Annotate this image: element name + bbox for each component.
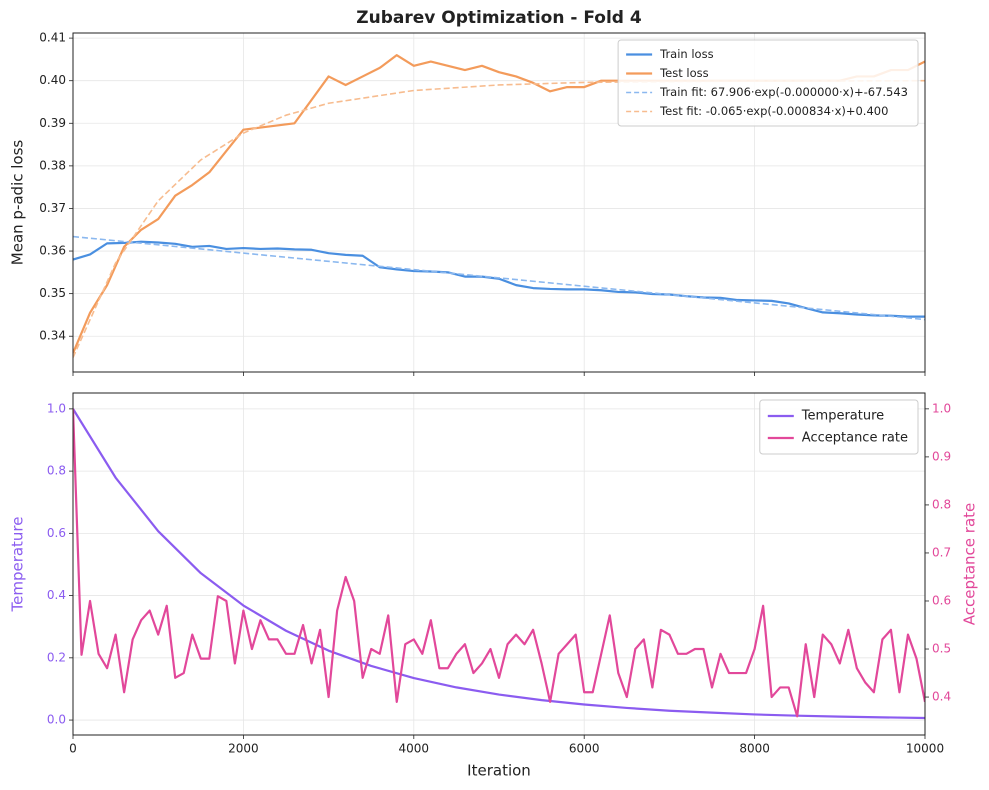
x-tick-label: 10000 [906,742,944,756]
legend-label: Test fit: -0.065·exp(-0.000834·x)+0.400 [659,104,888,118]
y2-tick-label: 0.7 [932,545,951,559]
legend-box [617,39,919,127]
y-tick-label: 1.0 [47,401,66,415]
x-tick-label: 2000 [228,742,259,756]
y-axis-label: Temperature [9,516,27,612]
y-tick-label: 0.0 [47,713,66,727]
y2-tick-label: 0.8 [932,497,951,511]
y-tick-label: 0.2 [47,650,66,664]
y-tick-label: 0.8 [47,464,66,478]
x-axis-label: Iteration [467,762,531,780]
y-tick-label: 0.34 [39,329,66,343]
y2-tick-label: 1.0 [932,401,951,415]
y2-tick-label: 0.9 [932,449,951,463]
legend: Temperature Acceptance rate [759,399,919,455]
legend-label: Train fit: 67.906·exp(-0.000000·x)+-67.5… [659,85,908,99]
y-axis-label: Mean p-adic loss [9,140,27,266]
series-line [73,408,925,718]
y2-tick-label: 0.6 [932,593,951,607]
series-line [73,235,925,321]
y-tick-label: 0.6 [47,526,66,540]
legend-label: Temperature [801,409,884,424]
y-tick-label: 0.39 [39,116,66,130]
series-line [73,240,925,318]
y-tick-label: 0.41 [39,31,66,45]
y-tick-label: 0.4 [47,588,66,602]
y2-tick-label: 0.5 [932,642,951,656]
x-tick-label: 4000 [399,742,430,756]
x-tick-label: 8000 [739,742,770,756]
y2-axis-label: Acceptance rate [961,503,979,626]
legend-box [759,399,919,455]
y-tick-label: 0.37 [39,201,66,215]
series-line [73,408,925,720]
axes-frame [72,392,926,736]
y-tick-label: 0.35 [39,286,66,300]
y2-tick-label: 0.4 [932,690,951,704]
x-tick-label: 0 [69,742,77,756]
y-tick-label: 0.36 [39,244,66,258]
legend-label: Test loss [659,66,709,80]
legend-label: Acceptance rate [802,431,908,446]
axes-frame [72,32,926,373]
legend-label: Train loss [659,47,713,61]
x-tick-label: 6000 [569,742,600,756]
chart-title: Zubarev Optimization - Fold 4 [356,8,642,28]
y-tick-label: 0.38 [39,158,66,172]
legend: Train loss Test loss Train fit: 67.906·exp… [617,39,919,127]
y-tick-label: 0.40 [39,73,66,87]
